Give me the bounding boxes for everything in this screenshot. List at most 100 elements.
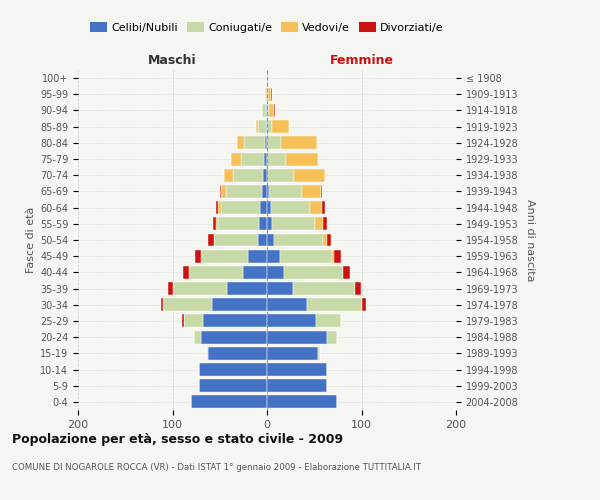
Bar: [267, 136, 281, 149]
Bar: [194, 330, 201, 344]
Bar: [259, 218, 267, 230]
Bar: [274, 234, 323, 246]
Bar: [268, 169, 295, 181]
Bar: [272, 218, 315, 230]
Bar: [355, 282, 361, 295]
Bar: [316, 314, 341, 328]
Bar: [318, 347, 320, 360]
Bar: [163, 298, 212, 311]
Bar: [322, 201, 325, 214]
Bar: [262, 104, 266, 117]
Bar: [321, 185, 322, 198]
Bar: [334, 250, 341, 262]
Bar: [302, 185, 321, 198]
Bar: [265, 136, 267, 149]
Bar: [281, 136, 317, 149]
Bar: [214, 234, 257, 246]
Bar: [260, 201, 267, 214]
Bar: [220, 185, 221, 198]
Bar: [248, 250, 267, 262]
Bar: [310, 201, 322, 214]
Bar: [263, 169, 267, 181]
Bar: [267, 266, 284, 279]
Bar: [221, 185, 226, 198]
Text: Femmine: Femmine: [329, 54, 394, 67]
Bar: [191, 396, 267, 408]
Bar: [267, 169, 268, 181]
Bar: [218, 218, 259, 230]
Bar: [266, 120, 267, 133]
Bar: [264, 152, 267, 166]
Bar: [269, 185, 302, 198]
Bar: [267, 152, 286, 166]
Bar: [267, 120, 272, 133]
Bar: [267, 185, 269, 198]
Bar: [267, 88, 268, 101]
Bar: [257, 234, 267, 246]
Bar: [274, 104, 275, 117]
Legend: Celibi/Nubili, Coniugati/e, Vedovi/e, Divorziati/e: Celibi/Nubili, Coniugati/e, Vedovi/e, Di…: [86, 18, 448, 38]
Bar: [183, 266, 188, 279]
Bar: [201, 250, 248, 262]
Bar: [188, 266, 244, 279]
Bar: [267, 282, 293, 295]
Bar: [361, 298, 366, 311]
Bar: [218, 201, 221, 214]
Bar: [184, 314, 203, 328]
Bar: [265, 88, 267, 101]
Bar: [267, 347, 318, 360]
Bar: [267, 330, 328, 344]
Bar: [267, 201, 271, 214]
Bar: [203, 314, 267, 328]
Y-axis label: Fasce di età: Fasce di età: [26, 207, 36, 273]
Bar: [326, 234, 331, 246]
Bar: [267, 234, 274, 246]
Bar: [269, 104, 274, 117]
Bar: [199, 379, 267, 392]
Bar: [267, 396, 337, 408]
Bar: [307, 298, 361, 311]
Bar: [237, 136, 244, 149]
Bar: [286, 152, 318, 166]
Bar: [206, 347, 208, 360]
Bar: [244, 136, 265, 149]
Bar: [267, 379, 328, 392]
Bar: [161, 298, 163, 311]
Bar: [213, 218, 216, 230]
Bar: [272, 120, 289, 133]
Bar: [199, 363, 267, 376]
Bar: [241, 152, 264, 166]
Bar: [224, 169, 233, 181]
Bar: [262, 185, 267, 198]
Bar: [208, 234, 214, 246]
Bar: [268, 88, 271, 101]
Bar: [195, 250, 201, 262]
Bar: [332, 250, 334, 262]
Bar: [323, 234, 326, 246]
Bar: [267, 218, 272, 230]
Bar: [267, 314, 316, 328]
Bar: [293, 282, 355, 295]
Bar: [280, 250, 332, 262]
Bar: [284, 266, 343, 279]
Bar: [267, 298, 307, 311]
Bar: [244, 266, 267, 279]
Bar: [266, 104, 267, 117]
Bar: [267, 363, 328, 376]
Bar: [271, 201, 310, 214]
Text: COMUNE DI NOGAROLE ROCCA (VR) - Dati ISTAT 1° gennaio 2009 - Elaborazione TUTTIT: COMUNE DI NOGAROLE ROCCA (VR) - Dati IST…: [12, 462, 421, 471]
Bar: [259, 120, 266, 133]
Bar: [315, 218, 323, 230]
Bar: [271, 88, 272, 101]
Bar: [216, 218, 218, 230]
Bar: [226, 185, 262, 198]
Bar: [231, 152, 241, 166]
Bar: [343, 266, 350, 279]
Bar: [182, 314, 184, 328]
Y-axis label: Anni di nascita: Anni di nascita: [525, 198, 535, 281]
Bar: [267, 250, 280, 262]
Bar: [208, 347, 267, 360]
Text: Popolazione per età, sesso e stato civile - 2009: Popolazione per età, sesso e stato civil…: [12, 432, 343, 446]
Bar: [201, 330, 267, 344]
Bar: [256, 120, 259, 133]
